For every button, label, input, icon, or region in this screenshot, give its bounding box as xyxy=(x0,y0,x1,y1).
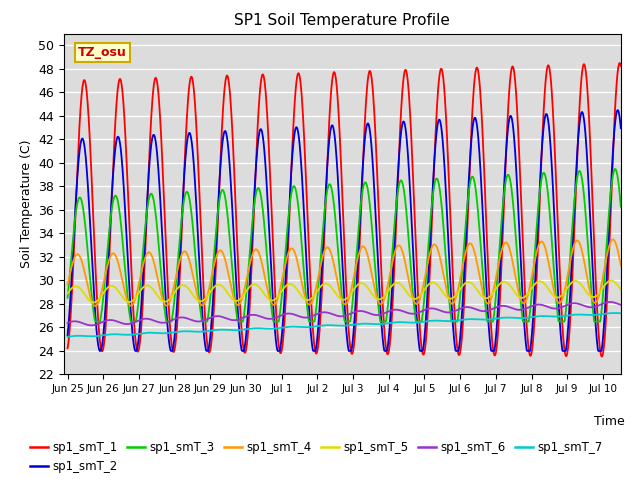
sp1_smT_5 xyxy=(90,300,97,305)
Line: sp1_smT_5: sp1_smT_5 xyxy=(68,280,621,302)
sp1_smT_5 xyxy=(64,290,72,296)
sp1_smT_4 xyxy=(107,253,115,259)
sp1_smT_7 xyxy=(320,323,328,328)
sp1_smT_3 xyxy=(379,319,387,324)
sp1_smT_2 xyxy=(379,336,387,342)
sp1_smT_1 xyxy=(298,101,306,107)
Line: sp1_smT_6: sp1_smT_6 xyxy=(68,302,621,325)
sp1_smT_6 xyxy=(310,312,318,318)
sp1_smT_4 xyxy=(379,300,387,305)
sp1_smT_1 xyxy=(378,294,386,300)
sp1_smT_7 xyxy=(378,321,386,327)
sp1_smT_7 xyxy=(106,332,114,337)
sp1_smT_4 xyxy=(64,282,72,288)
sp1_smT_7 xyxy=(64,334,72,340)
sp1_smT_1 xyxy=(617,63,625,69)
Line: sp1_smT_1: sp1_smT_1 xyxy=(68,63,621,357)
sp1_smT_6 xyxy=(320,310,328,315)
sp1_smT_4 xyxy=(92,303,99,309)
sp1_smT_2 xyxy=(129,338,137,344)
Y-axis label: Soil Temperature (C): Soil Temperature (C) xyxy=(20,140,33,268)
sp1_smT_5 xyxy=(310,293,318,299)
sp1_smT_1 xyxy=(64,345,72,351)
sp1_smT_6 xyxy=(64,320,72,326)
sp1_smT_1 xyxy=(129,300,137,306)
sp1_smT_2 xyxy=(299,185,307,191)
sp1_smT_5 xyxy=(320,281,328,287)
sp1_smT_4 xyxy=(299,284,307,289)
Text: TZ_osu: TZ_osu xyxy=(78,46,127,59)
sp1_smT_5 xyxy=(379,295,387,300)
Line: sp1_smT_2: sp1_smT_2 xyxy=(68,110,621,351)
sp1_smT_2 xyxy=(320,220,328,226)
sp1_smT_3 xyxy=(107,214,115,220)
sp1_smT_7 xyxy=(617,311,625,316)
Line: sp1_smT_3: sp1_smT_3 xyxy=(68,169,621,322)
Legend: sp1_smT_1, sp1_smT_2, sp1_smT_3, sp1_smT_4, sp1_smT_5, sp1_smT_6, sp1_smT_7: sp1_smT_1, sp1_smT_2, sp1_smT_3, sp1_smT… xyxy=(26,436,608,478)
sp1_smT_7 xyxy=(310,324,317,330)
sp1_smT_3 xyxy=(320,213,328,219)
sp1_smT_5 xyxy=(617,287,625,292)
sp1_smT_1 xyxy=(616,60,623,66)
sp1_smT_3 xyxy=(64,295,72,300)
sp1_smT_2 xyxy=(617,125,625,131)
sp1_smT_7 xyxy=(129,332,137,337)
sp1_smT_4 xyxy=(129,301,137,307)
sp1_smT_1 xyxy=(310,337,317,343)
Line: sp1_smT_7: sp1_smT_7 xyxy=(68,313,621,337)
sp1_smT_7 xyxy=(298,324,306,330)
X-axis label: Time: Time xyxy=(595,415,625,428)
sp1_smT_3 xyxy=(310,319,318,324)
sp1_smT_2 xyxy=(310,348,318,354)
sp1_smT_6 xyxy=(606,299,614,305)
sp1_smT_5 xyxy=(107,283,115,289)
sp1_smT_3 xyxy=(299,253,307,259)
sp1_smT_2 xyxy=(614,108,621,113)
sp1_smT_1 xyxy=(598,354,606,360)
sp1_smT_4 xyxy=(617,263,625,268)
sp1_smT_2 xyxy=(64,333,72,338)
sp1_smT_2 xyxy=(107,210,115,216)
sp1_smT_6 xyxy=(617,302,625,308)
sp1_smT_1 xyxy=(320,247,328,252)
Title: SP1 Soil Temperature Profile: SP1 Soil Temperature Profile xyxy=(234,13,451,28)
sp1_smT_3 xyxy=(129,319,137,324)
sp1_smT_5 xyxy=(607,277,615,283)
sp1_smT_4 xyxy=(320,249,328,255)
sp1_smT_6 xyxy=(299,314,307,320)
sp1_smT_3 xyxy=(611,166,619,172)
sp1_smT_2 xyxy=(96,348,104,354)
sp1_smT_5 xyxy=(299,294,307,300)
sp1_smT_6 xyxy=(88,323,95,328)
sp1_smT_3 xyxy=(92,319,99,324)
sp1_smT_6 xyxy=(379,311,387,317)
sp1_smT_6 xyxy=(129,320,137,325)
sp1_smT_1 xyxy=(106,228,114,234)
sp1_smT_4 xyxy=(609,237,617,242)
sp1_smT_6 xyxy=(107,317,115,323)
Line: sp1_smT_4: sp1_smT_4 xyxy=(68,240,621,306)
sp1_smT_7 xyxy=(611,310,618,316)
sp1_smT_3 xyxy=(617,204,625,209)
sp1_smT_4 xyxy=(310,293,318,299)
sp1_smT_5 xyxy=(129,297,137,303)
